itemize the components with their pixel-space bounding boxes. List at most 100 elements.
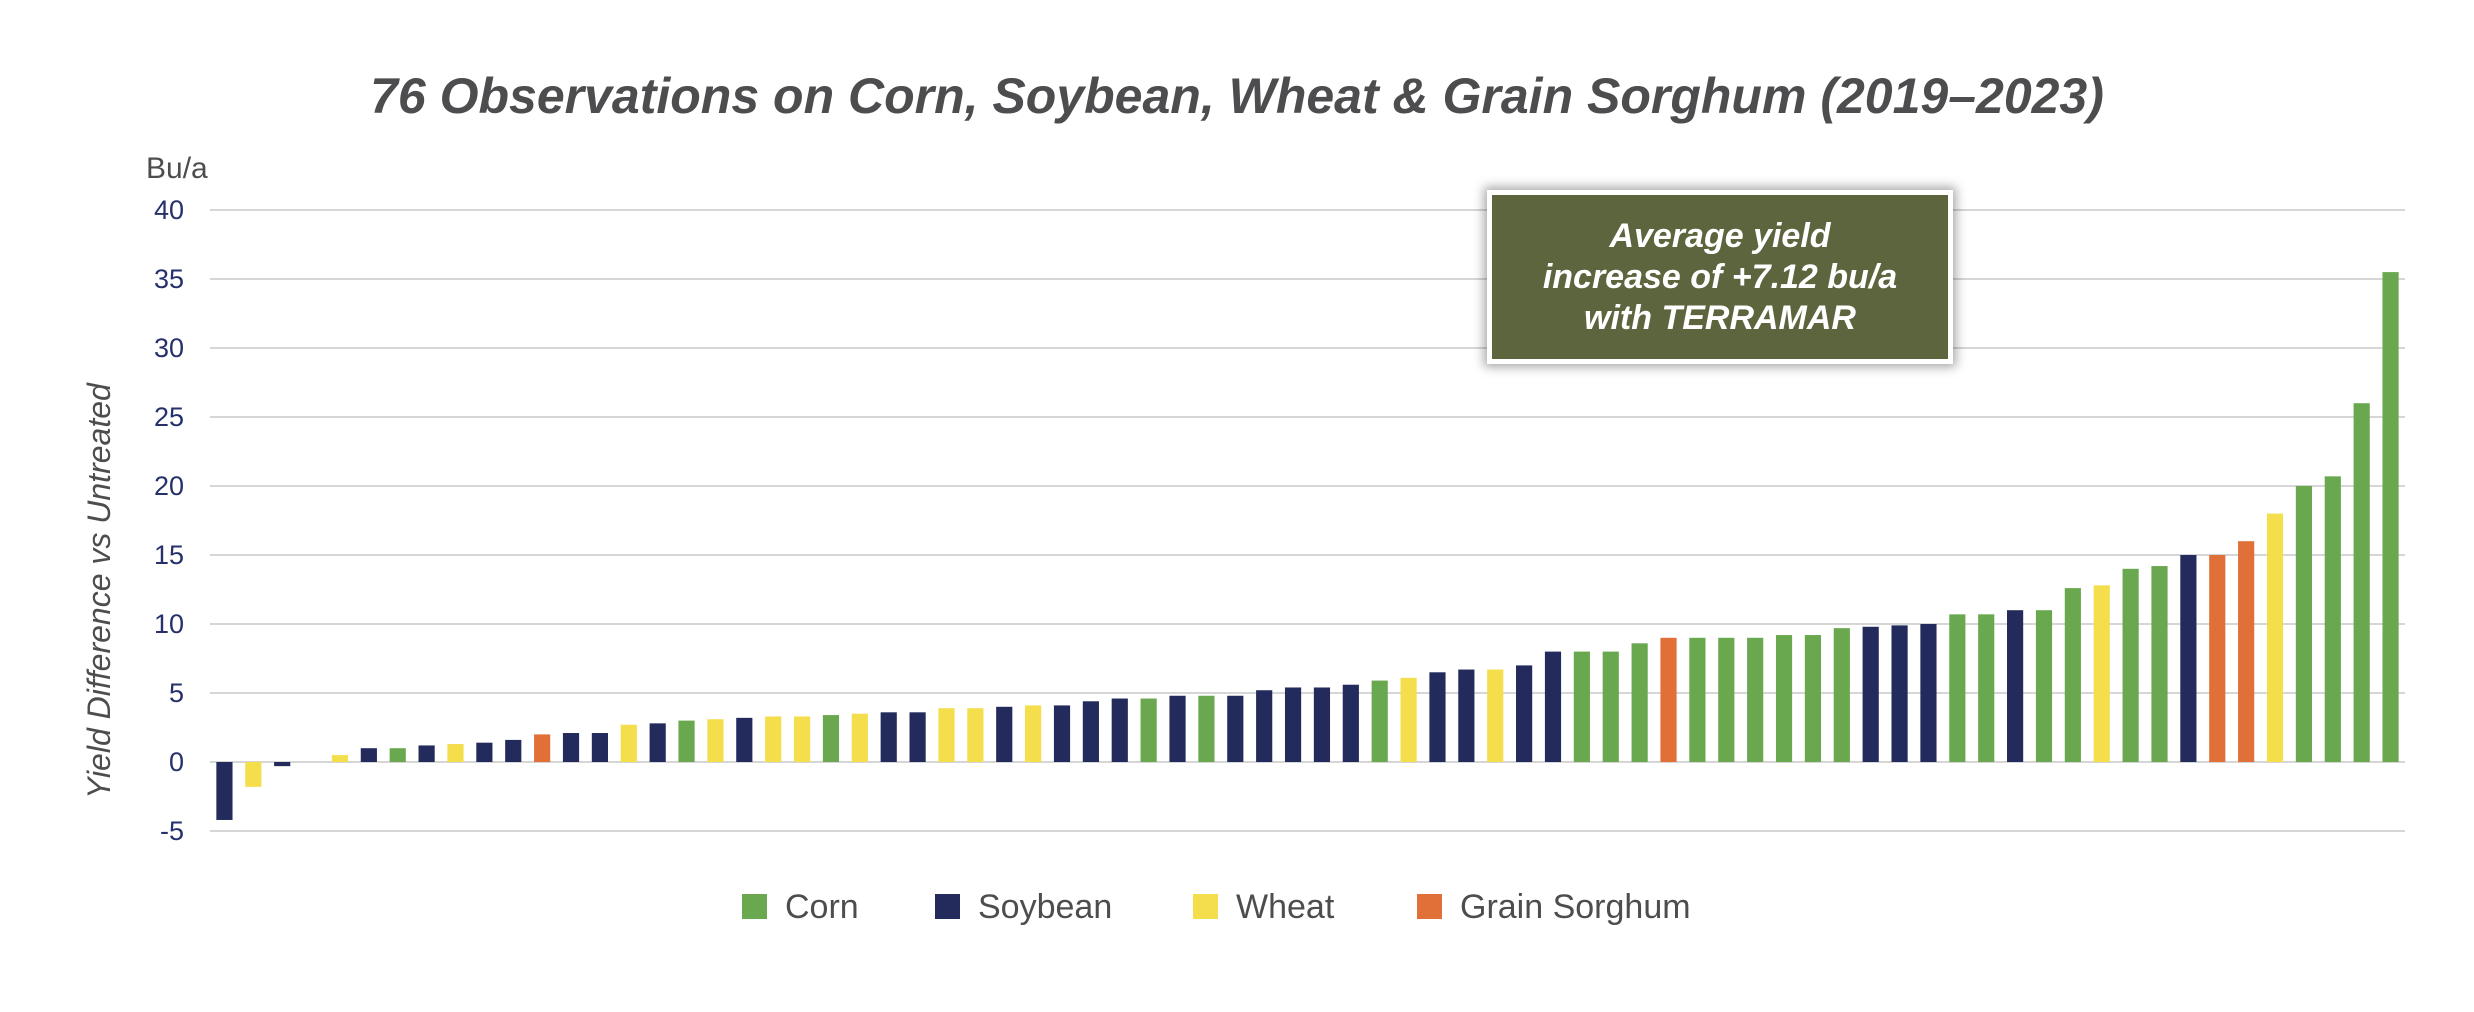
bar-soybean: [562, 733, 580, 762]
bar-soybean: [1082, 701, 1099, 762]
y-tick-label: 40: [154, 195, 184, 225]
legend-swatch-corn: [742, 894, 767, 919]
y-axis-ticks: 40 35 30 25 20 15 10 5 0 -5: [154, 195, 184, 846]
bar-grain-sorghum: [2238, 541, 2255, 762]
bar-corn: [1949, 614, 1966, 762]
y-tick-label: 0: [169, 747, 184, 777]
bar-soybean: [216, 762, 233, 820]
legend-label: Soybean: [978, 888, 1112, 926]
gridlines: [210, 209, 2405, 832]
bar-corn: [2382, 272, 2399, 762]
y-tick-label: -5: [160, 816, 184, 846]
bar-grain-sorghum: [534, 734, 551, 762]
legend-label: Grain Sorghum: [1460, 888, 1691, 926]
bar-soybean: [2180, 555, 2197, 762]
bar-soybean: [2007, 610, 2024, 762]
bar-soybean: [274, 762, 291, 767]
y-tick-label: 5: [169, 678, 184, 708]
bar-corn: [2324, 476, 2341, 762]
bar-soybean: [1256, 690, 1273, 762]
bar-corn: [1747, 637, 1764, 762]
bar-soybean: [649, 723, 666, 762]
legend-swatch-grain-sorghum: [1417, 894, 1442, 919]
bar-soybean: [1891, 625, 1908, 762]
average-yield-callout: Average yield increase of +7.12 bu/a wit…: [1487, 190, 1953, 364]
bar-corn: [1689, 637, 1706, 762]
bar-wheat: [2266, 513, 2284, 762]
bar-soybean: [736, 717, 753, 762]
bar-wheat: [1400, 677, 1417, 762]
bar-corn: [389, 748, 406, 762]
bar-soybean: [1169, 695, 1186, 762]
bar-soybean: [505, 739, 522, 762]
bar-corn: [2064, 588, 2081, 762]
bar-wheat: [1487, 669, 1504, 762]
bar-soybean: [1429, 672, 1446, 762]
bar-corn: [678, 720, 695, 762]
bar-grain-sorghum: [1660, 637, 1677, 762]
y-tick-label: 30: [154, 333, 184, 363]
bar-grain-sorghum: [2209, 555, 2226, 762]
legend-swatch-soybean: [935, 894, 960, 919]
callout-line: Average yield: [1609, 216, 1831, 255]
legend: Corn Soybean Wheat Grain Sorghum: [742, 888, 1691, 926]
y-tick-label: 25: [154, 402, 184, 432]
bar-soybean: [1053, 705, 1071, 762]
bar-corn: [2151, 566, 2168, 762]
bar-soybean: [909, 712, 926, 762]
y-tick-label: 10: [154, 609, 184, 639]
bar-soybean: [1920, 624, 1937, 762]
bar-corn: [2122, 568, 2139, 762]
legend-swatch-wheat: [1193, 894, 1218, 919]
bar-soybean: [1458, 669, 1475, 762]
bar-corn: [1573, 651, 1590, 762]
bar-soybean: [1544, 651, 1562, 762]
bar-corn: [1775, 635, 1793, 762]
bar-wheat: [793, 716, 811, 762]
bars: [216, 272, 2399, 820]
y-tick-label: 20: [154, 471, 184, 501]
callout-line: with TERRAMAR: [1584, 298, 1856, 337]
bar-corn: [1602, 651, 1619, 762]
bar-corn: [1833, 628, 1850, 762]
y-axis-title: Yield Difference vs Untreated: [81, 382, 117, 799]
chart-title: 76 Observations on Corn, Soybean, Wheat …: [370, 68, 2104, 124]
y-unit-label: Bu/a: [146, 152, 208, 185]
bar-wheat: [707, 719, 724, 762]
bar-wheat: [1025, 705, 1042, 762]
bar-soybean: [360, 748, 377, 762]
bar-wheat: [2093, 585, 2110, 762]
bar-corn: [1140, 698, 1157, 762]
bar-soybean: [476, 742, 493, 762]
callout-line: increase of +7.12 bu/a: [1542, 257, 1898, 296]
bar-corn: [1718, 637, 1735, 762]
bar-wheat: [620, 724, 637, 762]
bar-soybean: [1862, 626, 1879, 762]
bar-corn: [1631, 643, 1648, 762]
y-tick-label: 35: [154, 264, 184, 294]
bar-corn: [1804, 635, 1822, 762]
bar-wheat: [245, 762, 262, 787]
callout-text: Average yield increase of +7.12 bu/a wit…: [1543, 216, 1897, 339]
bar-soybean: [1227, 695, 1244, 762]
bar-soybean: [1342, 684, 1359, 762]
bar-soybean: [418, 745, 435, 762]
bar-wheat: [851, 713, 868, 762]
legend-label: Wheat: [1236, 888, 1335, 926]
bar-corn: [1198, 695, 1215, 762]
y-tick-label: 15: [154, 540, 184, 570]
bar-corn: [822, 715, 840, 762]
bar-corn: [1371, 680, 1388, 762]
bar-soybean: [1284, 687, 1302, 762]
bar-soybean: [591, 733, 608, 762]
bar-soybean: [880, 712, 897, 762]
bar-wheat: [765, 716, 782, 762]
bar-corn: [2035, 610, 2053, 762]
bar-corn: [2295, 486, 2313, 762]
bar-soybean: [1111, 698, 1128, 762]
bar-wheat: [447, 744, 464, 762]
bar-soybean: [1313, 687, 1331, 762]
bar-corn: [1978, 614, 1995, 762]
bar-corn: [2353, 403, 2370, 762]
